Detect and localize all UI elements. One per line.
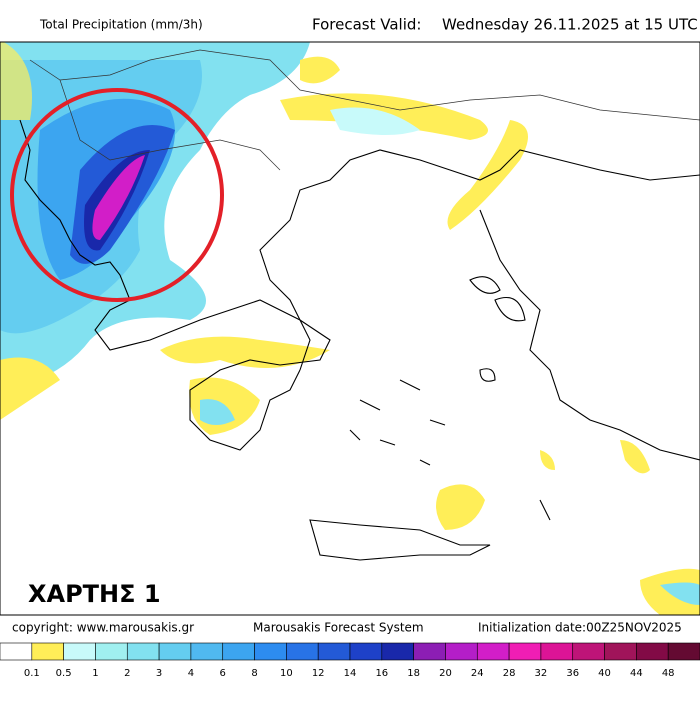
legend-swatch [126, 642, 160, 661]
legend-tick-label: 3 [156, 668, 162, 679]
legend-tick-label: 10 [280, 668, 293, 679]
legend: 0.1 0.5 1 2 3 4 6 8 10 12 14 16 18 20 24 28 32 36 40 44 48 [0, 642, 700, 679]
legend-tick-label: 20 [439, 668, 452, 679]
legend-tick-label: 18 [407, 668, 420, 679]
legend-tick-label: 14 [344, 668, 357, 679]
copyright: copyright: www.marousakis.gr [12, 621, 194, 635]
legend-swatch [476, 642, 510, 661]
legend-tick-label: 16 [375, 668, 388, 679]
legend-swatch [63, 642, 96, 661]
legend-swatch [508, 642, 542, 661]
legend-tick-label: 0.1 [24, 668, 40, 679]
legend-swatch [158, 642, 192, 661]
title: Total Precipitation (mm/3h) [39, 18, 203, 32]
legend-swatch [445, 642, 478, 661]
legend-swatch [604, 642, 637, 661]
legend-swatch [190, 642, 224, 661]
map [0, 41, 700, 616]
legend-tick-label: 24 [471, 668, 484, 679]
forecast-label: Forecast Valid: [312, 16, 421, 34]
system: Marousakis Forecast System [253, 621, 424, 635]
legend-tick-label: 12 [312, 668, 325, 679]
init-date: Initialization date:00Z25NOV2025 [478, 621, 682, 635]
legend-tick-label: 4 [188, 668, 194, 679]
legend-swatch [222, 642, 255, 661]
legend-tick-label: 2 [124, 668, 130, 679]
map-label: ΧΑΡΤΗΣ 1 [28, 580, 161, 608]
legend-tick-label: 1 [92, 668, 98, 679]
legend-swatch [572, 642, 605, 661]
legend-tick-label: 32 [535, 668, 548, 679]
legend-tick-label: 8 [251, 668, 257, 679]
legend-swatch [286, 642, 319, 661]
legend-swatch [349, 642, 383, 661]
legend-swatch [31, 642, 64, 661]
legend-tick-label: 6 [220, 668, 226, 679]
legend-swatch [254, 642, 287, 661]
legend-swatch [317, 642, 351, 661]
legend-swatch [381, 642, 414, 661]
legend-tick-label: 44 [630, 668, 643, 679]
forecast-time: Wednesday 26.11.2025 at 15 UTC [442, 16, 698, 34]
legend-tick-label: 28 [503, 668, 516, 679]
legend-tick-label: 48 [662, 668, 675, 679]
legend-swatch [667, 642, 700, 661]
legend-tick-label: 0.5 [56, 668, 72, 679]
legend-tick-label: 40 [598, 668, 611, 679]
legend-swatch [540, 642, 574, 661]
legend-swatch [636, 642, 669, 661]
legend-swatch [95, 642, 128, 661]
legend-swatch [0, 642, 33, 661]
legend-tick-label: 36 [566, 668, 579, 679]
legend-swatch [413, 642, 446, 661]
